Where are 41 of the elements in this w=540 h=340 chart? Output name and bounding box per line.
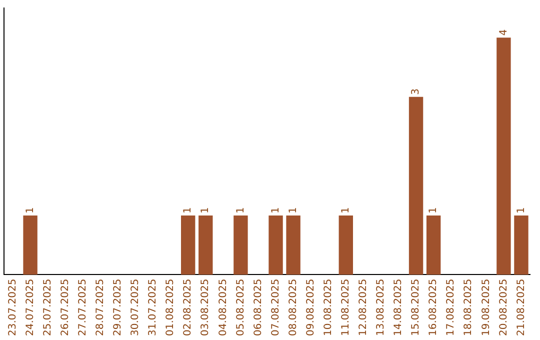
data-label: 1 bbox=[24, 207, 36, 214]
x-tick-label: 07.08.2025 bbox=[270, 278, 282, 336]
data-label: 1 bbox=[340, 207, 352, 214]
x-tick-label: 30.07.2025 bbox=[130, 278, 142, 336]
data-label: 1 bbox=[270, 207, 282, 214]
x-tick-label: 13.08.2025 bbox=[376, 278, 387, 336]
x-tick-label: 20.08.2025 bbox=[498, 278, 510, 336]
x-tick-label: 08.08.2025 bbox=[288, 278, 299, 336]
data-label: 1 bbox=[428, 207, 440, 214]
data-label: 1 bbox=[235, 207, 246, 214]
x-tick-label: 01.08.2025 bbox=[165, 278, 176, 336]
x-tick-label: 21.08.2025 bbox=[516, 278, 527, 336]
x-tick-label: 11.08.2025 bbox=[340, 278, 352, 336]
x-tick-label: 24.07.2025 bbox=[24, 278, 36, 336]
data-label: 1 bbox=[200, 207, 212, 214]
x-tick-label: 25.07.2025 bbox=[42, 278, 54, 336]
x-tick-label: 05.08.2025 bbox=[235, 278, 246, 336]
x-tick-label: 23.07.2025 bbox=[7, 278, 18, 336]
x-tick-label: 02.08.2025 bbox=[182, 278, 194, 336]
x-tick-label: 15.08.2025 bbox=[410, 278, 422, 336]
x-tick-label: 28.07.2025 bbox=[95, 278, 106, 336]
data-label: 3 bbox=[410, 88, 422, 95]
x-tick-label: 26.07.2025 bbox=[60, 278, 71, 336]
data-label: 4 bbox=[498, 29, 510, 36]
x-tick-label: 10.08.2025 bbox=[322, 278, 334, 336]
x-tick-label: 31.07.2025 bbox=[148, 278, 159, 336]
x-tick-label: 14.08.2025 bbox=[393, 278, 404, 336]
x-tick-label: 06.08.2025 bbox=[252, 278, 264, 336]
x-tick-label: 17.08.2025 bbox=[446, 278, 457, 336]
x-tick-label: 12.08.2025 bbox=[358, 278, 370, 336]
x-tick-label: 27.07.2025 bbox=[77, 278, 88, 336]
x-tick-label: 03.08.2025 bbox=[200, 278, 212, 336]
data-label: 1 bbox=[288, 207, 299, 214]
data-label: 1 bbox=[516, 207, 527, 214]
x-tick-label: 09.08.2025 bbox=[305, 278, 316, 336]
data-label: 1 bbox=[182, 207, 194, 214]
x-tick-label: 16.08.2025 bbox=[428, 278, 440, 336]
x-tick-label: 29.07.2025 bbox=[112, 278, 124, 336]
x-tick-label: 18.08.2025 bbox=[463, 278, 474, 336]
x-tick-label: 19.08.2025 bbox=[480, 278, 492, 336]
x-tick-label: 04.08.2025 bbox=[218, 278, 229, 336]
